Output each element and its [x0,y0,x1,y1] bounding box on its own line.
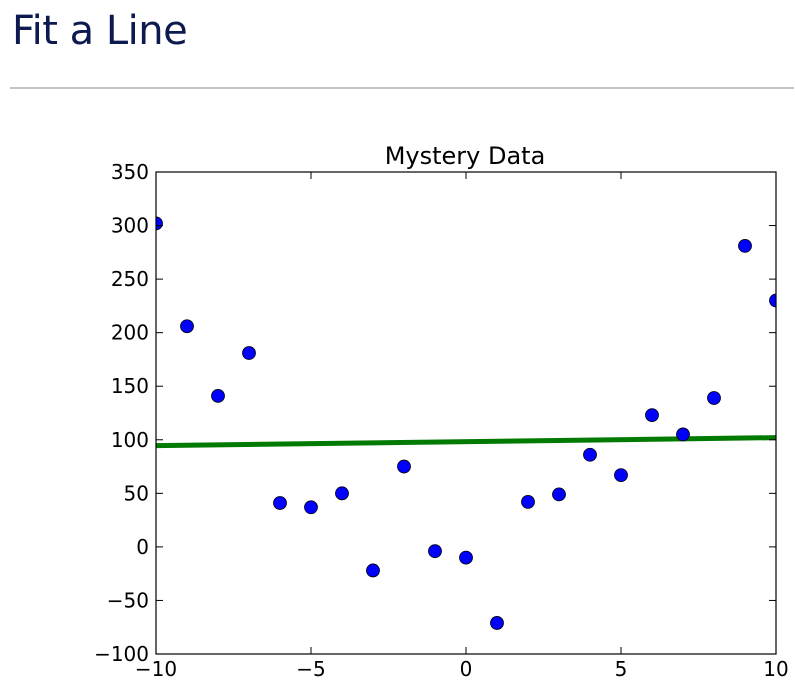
plot-frame [155,171,777,655]
data-point [180,319,194,334]
y-tick-label: 200 [111,321,149,345]
y-tick-label: 0 [136,535,149,559]
data-point [156,216,163,231]
data-point [769,293,776,308]
fit-line [156,435,776,449]
data-point [614,468,628,483]
data-point [366,563,380,578]
data-point [211,388,225,403]
y-tick-label: 100 [111,428,149,452]
y-tick-label: 350 [111,160,149,184]
x-tick-label: 0 [460,657,473,681]
data-point [335,486,349,501]
y-tick-label: −50 [107,588,149,612]
y-tick-label: −100 [94,642,149,666]
axis-ticks [155,171,777,655]
data-point [490,616,504,630]
y-tick-label: 250 [111,267,149,291]
y-tick-label: 150 [111,374,149,398]
y-tick-label: 50 [124,481,149,505]
data-point [304,500,318,515]
data-point [707,391,721,405]
y-tick-label: 300 [111,214,149,238]
x-tick-label: −5 [296,657,325,681]
data-point [738,239,752,253]
data-point [273,496,287,510]
title-divider [10,87,794,89]
data-point [521,495,535,509]
page-title: Fit a Line [12,8,188,54]
x-tick-label: 5 [615,657,628,681]
plot-area [156,216,776,630]
data-point [397,459,411,474]
x-tick-label: −10 [135,657,177,681]
data-point [583,447,597,462]
data-point [242,346,256,360]
chart-title: Mystery Data [385,142,546,170]
data-point [645,408,659,423]
x-tick-label: 10 [763,657,788,681]
data-point [552,487,566,502]
data-point [459,550,473,565]
data-point [428,544,442,559]
data-point [676,427,690,442]
